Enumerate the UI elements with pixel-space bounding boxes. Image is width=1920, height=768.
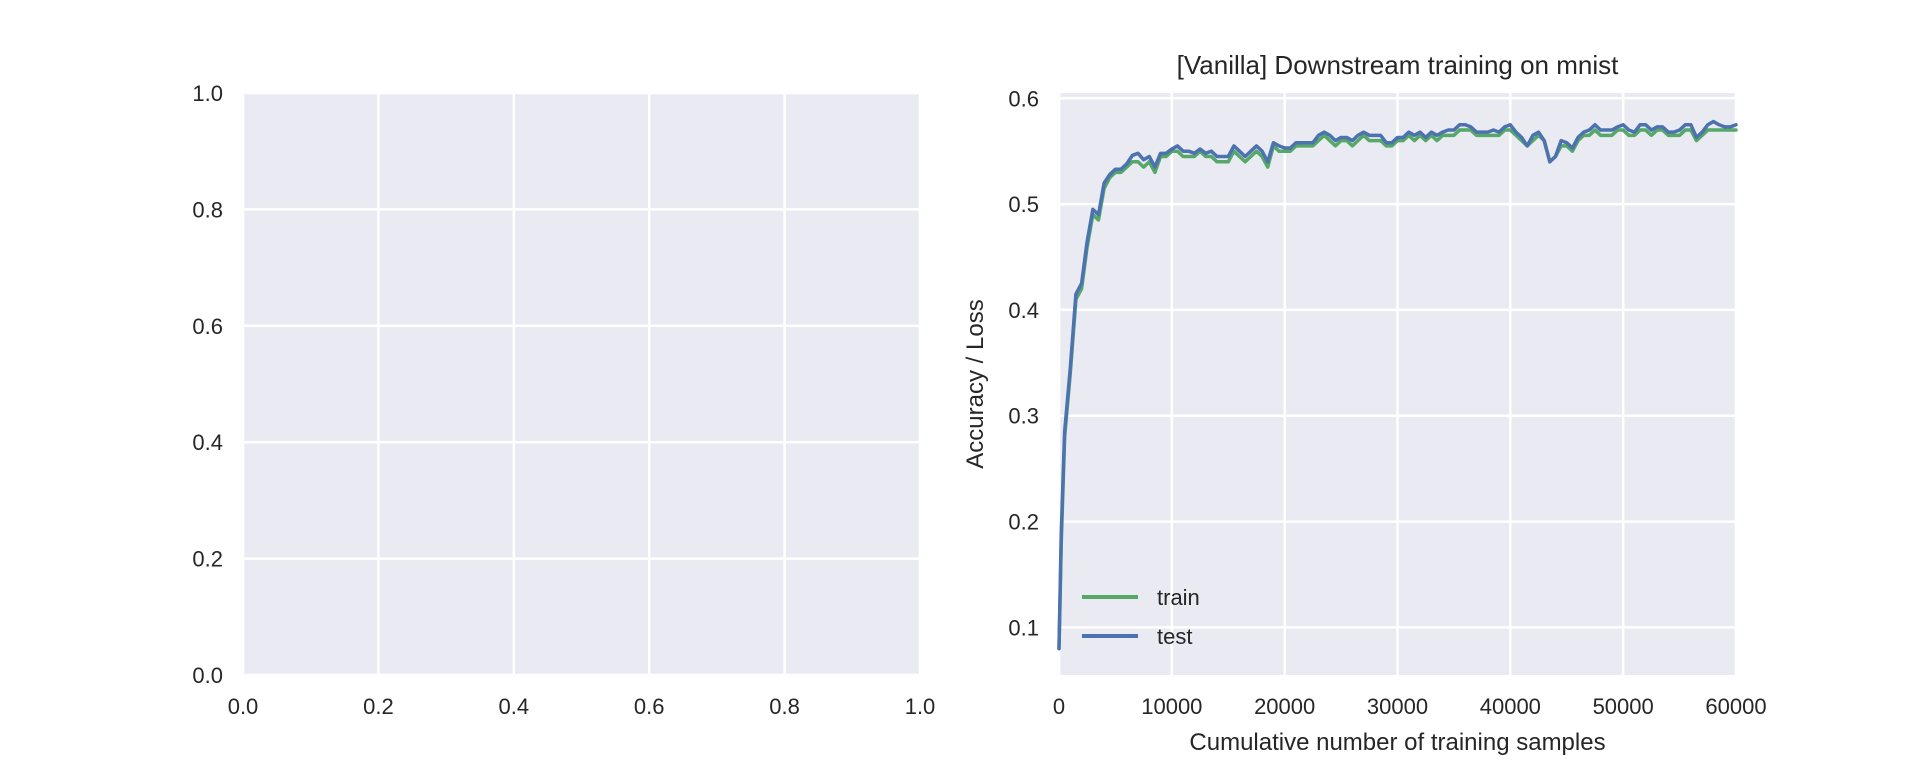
- x-tick-label: 0.2: [363, 694, 394, 719]
- x-tick-label: 20000: [1254, 694, 1315, 719]
- x-tick-label: 1.0: [905, 694, 936, 719]
- plot-area-background: [243, 93, 920, 675]
- y-tick-label: 0.5: [1008, 192, 1039, 217]
- x-tick-label: 60000: [1705, 694, 1766, 719]
- x-axis-label: Cumulative number of training samples: [1189, 729, 1605, 756]
- y-tick-label: 0.4: [1008, 298, 1039, 323]
- x-tick-label: 10000: [1141, 694, 1202, 719]
- y-tick-label: 0.8: [192, 197, 223, 222]
- legend-item-test: test: [1082, 624, 1192, 649]
- y-tick-label: 0.6: [192, 314, 223, 339]
- y-tick-label: 0.1: [1008, 615, 1039, 640]
- y-tick-labels: 0.1 0.2 0.3 0.4 0.5 0.6: [1008, 86, 1039, 640]
- empty-axes: 0.0 0.2 0.4 0.6 0.8 1.0 0.0 0.2 0.4 0.6 0.8 1.0: [192, 81, 935, 719]
- y-tick-label: 0.6: [1008, 86, 1039, 111]
- x-tick-labels: 0 10000 20000 30000 40000 50000 60000: [1053, 694, 1767, 719]
- y-tick-label: 0.0: [192, 663, 223, 688]
- y-axis-label: Accuracy / Loss: [962, 299, 989, 468]
- gridlines: [1057, 93, 1738, 675]
- legend-label: train: [1157, 585, 1200, 610]
- legend-item-train: train: [1082, 585, 1200, 610]
- x-tick-label: 40000: [1480, 694, 1541, 719]
- x-tick-label: 0.4: [499, 694, 530, 719]
- x-tick-labels: 0.0 0.2 0.4 0.6 0.8 1.0: [228, 694, 936, 719]
- y-tick-label: 0.2: [1008, 510, 1039, 535]
- x-tick-label: 30000: [1367, 694, 1428, 719]
- y-tick-label: 0.2: [192, 547, 223, 572]
- legend-label: test: [1157, 624, 1192, 649]
- x-tick-label: 0.0: [228, 694, 259, 719]
- series-lines: [1057, 119, 1738, 651]
- series-line-test: [1057, 119, 1738, 651]
- x-tick-label: 0: [1053, 694, 1065, 719]
- series-line-train: [1057, 128, 1738, 651]
- x-tick-label: 0.8: [769, 694, 800, 719]
- gridlines: [241, 91, 922, 677]
- chart-title: [Vanilla] Downstream training on mnist: [1177, 50, 1619, 80]
- y-tick-label: 0.3: [1008, 404, 1039, 429]
- x-tick-label: 0.6: [634, 694, 665, 719]
- x-tick-label: 50000: [1593, 694, 1654, 719]
- y-tick-label: 0.4: [192, 430, 223, 455]
- y-tick-labels: 0.0 0.2 0.4 0.6 0.8 1.0: [192, 81, 223, 688]
- legend: train test: [1082, 585, 1200, 649]
- line-chart-axes: 0 10000 20000 30000 40000 50000 60000 0.10.20.…: [962, 50, 1767, 756]
- y-tick-label: 1.0: [192, 81, 223, 106]
